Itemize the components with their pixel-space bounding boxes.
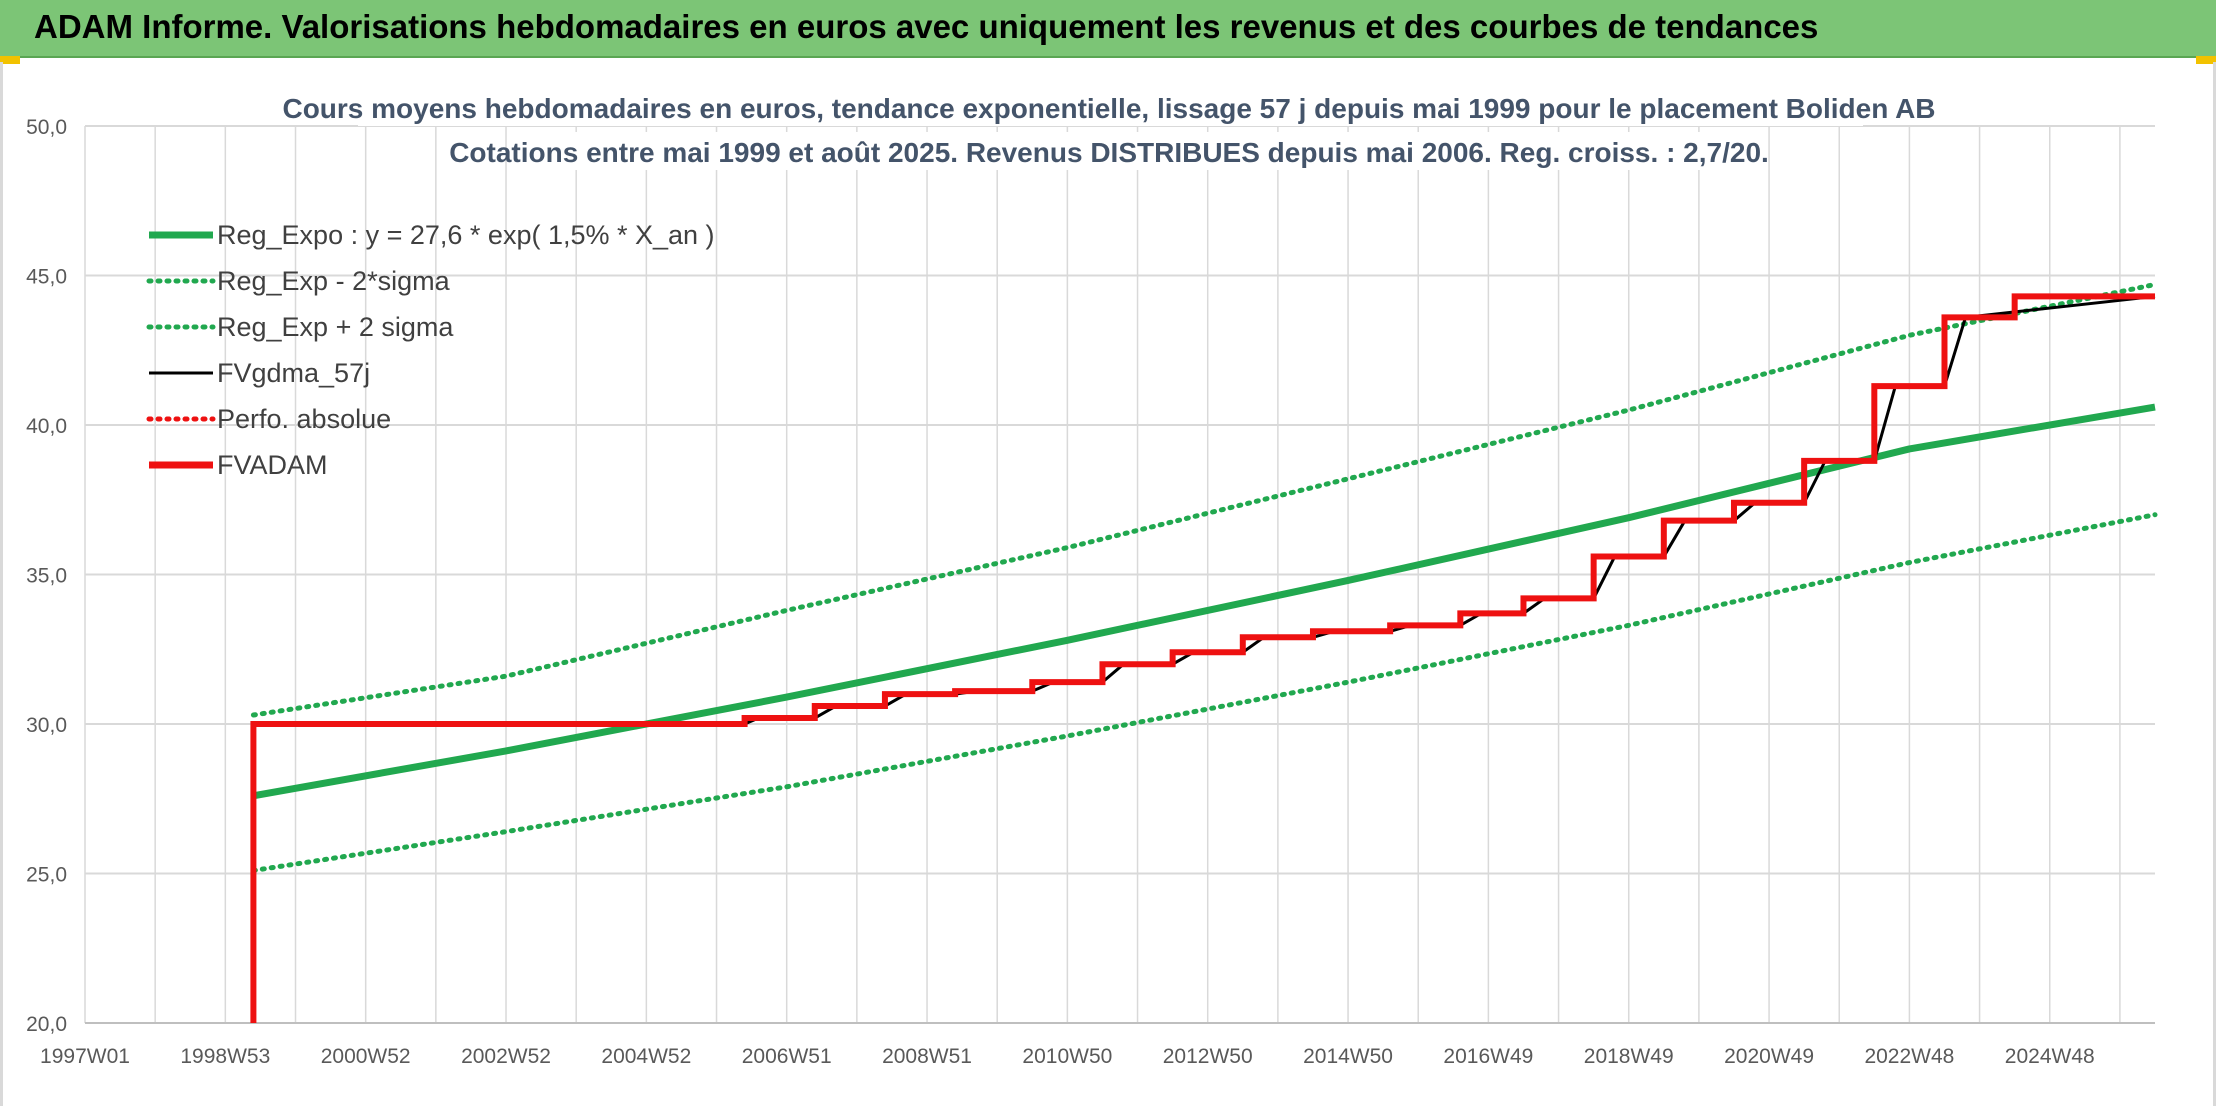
x-tick-label: 2004W52: [601, 1045, 691, 1068]
x-tick-label: 2010W50: [1022, 1045, 1112, 1068]
series-line-3: [253, 294, 2156, 726]
x-tick-label: 2014W50: [1303, 1045, 1393, 1068]
chart-frame: 20,0 25,0 30,0 35,0 40,0 45,0 50,0 1997W01 1998W…: [0, 62, 2216, 1106]
y-tick-label: 30,0: [26, 714, 67, 737]
x-tick-label: 1997W01: [40, 1045, 130, 1068]
series-line-5: [250, 293, 2155, 1023]
chart-legend: Reg_Expo : y = 27,6 * exp( 1,5% * X_an )…: [146, 220, 715, 480]
corner-marker-left: [0, 56, 20, 64]
y-tick-label: 50,0: [26, 116, 67, 139]
y-tick-label: 20,0: [26, 1013, 67, 1036]
x-tick-label: 2008W51: [882, 1045, 972, 1068]
report-title: ADAM Informe. Valorisations hebdomadaire…: [34, 8, 1819, 45]
x-tick-label: 2006W51: [742, 1045, 832, 1068]
y-tick-label: 45,0: [26, 266, 67, 289]
report-banner: ADAM Informe. Valorisations hebdomadaire…: [0, 0, 2216, 58]
legend-label-1: Reg_Exp - 2*sigma: [217, 266, 451, 296]
x-tick-label: 2022W48: [1864, 1045, 1954, 1068]
legend-label-4: Perfo. absolue: [217, 404, 391, 434]
series-line-0: [252, 403, 2156, 800]
line-chart: 20,0 25,0 30,0 35,0 40,0 45,0 50,0 1997W01 1998W…: [26, 88, 2158, 1068]
x-tick-label: 2000W52: [321, 1045, 411, 1068]
x-tick-label: 2018W49: [1584, 1045, 1674, 1068]
x-tick-label: 2002W52: [461, 1045, 551, 1068]
series-line-2: [250, 281, 2158, 718]
legend-label-0: Reg_Expo : y = 27,6 * exp( 1,5% * X_an ): [217, 220, 715, 250]
chart-title: Cours moyens hebdomadaires en euros, ten…: [282, 93, 1935, 124]
corner-marker-right: [2196, 56, 2216, 64]
legend-label-2: Reg_Exp + 2 sigma: [217, 312, 454, 342]
x-tick-label: 2012W50: [1163, 1045, 1253, 1068]
x-tick-label: 2024W48: [2005, 1045, 2095, 1068]
y-tick-label: 40,0: [26, 415, 67, 438]
chart-title-background: [358, 88, 1863, 126]
series-line-1: [250, 512, 2158, 874]
chart-subtitle-background: [508, 132, 1708, 170]
x-tick-label: 1998W53: [180, 1045, 270, 1068]
chart-subtitle: Cotations entre mai 1999 et août 2025. R…: [449, 137, 1769, 168]
legend-label-3: FVgdma_57j: [217, 358, 370, 388]
y-tick-label: 35,0: [26, 565, 67, 588]
x-tick-label: 2020W49: [1724, 1045, 1814, 1068]
x-tick-label: 2016W49: [1443, 1045, 1533, 1068]
y-tick-label: 25,0: [26, 864, 67, 887]
legend-label-5: FVADAM: [217, 450, 328, 480]
